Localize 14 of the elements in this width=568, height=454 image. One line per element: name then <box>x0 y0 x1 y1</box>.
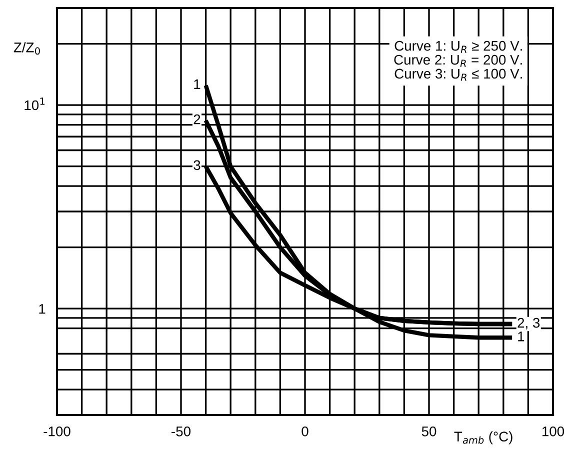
x-tick-label: 100 <box>542 426 564 436</box>
annotation: 1 <box>518 332 524 342</box>
x-tick-label: 50 <box>422 426 436 436</box>
text: Curve 1: U$_{R}$ ≥ 250 V. Curve 2: U$_{R}$ = 200 V. Curve 3: U$_{R}$ ≤ 100 V. <box>394 40 522 81</box>
annotation: 2, 3 <box>518 318 540 330</box>
x-axis-title: T$_{amb}$ (°C) <box>454 431 512 444</box>
x-tick-label: -100 <box>44 426 70 436</box>
x-tick-label: -50 <box>172 426 190 436</box>
y-axis-title: Z/Z$_{0}$ <box>14 42 40 55</box>
series-label: 2 <box>194 114 200 124</box>
x-tick-label: 0 <box>302 426 308 436</box>
series-label: 1 <box>194 79 200 89</box>
series-label: 3 <box>194 160 200 170</box>
y-tick-label: 10$^{1}$ <box>24 98 45 110</box>
